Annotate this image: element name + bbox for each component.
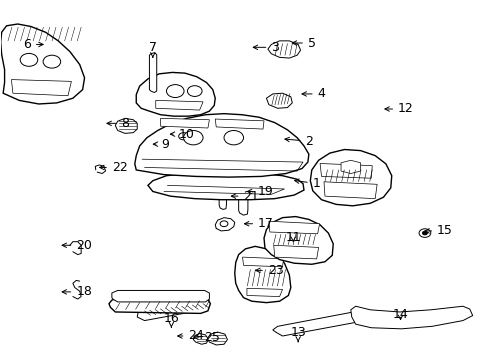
Text: 21: 21 bbox=[231, 190, 259, 203]
Polygon shape bbox=[310, 149, 391, 206]
Polygon shape bbox=[115, 118, 137, 134]
Polygon shape bbox=[0, 24, 84, 104]
Polygon shape bbox=[324, 182, 376, 199]
Polygon shape bbox=[215, 119, 264, 129]
Polygon shape bbox=[144, 296, 167, 306]
Polygon shape bbox=[11, 80, 71, 96]
Polygon shape bbox=[149, 53, 157, 93]
Polygon shape bbox=[109, 297, 210, 314]
Polygon shape bbox=[135, 114, 308, 177]
Text: 18: 18 bbox=[62, 285, 92, 298]
Polygon shape bbox=[112, 291, 209, 302]
Circle shape bbox=[224, 131, 243, 145]
Polygon shape bbox=[137, 299, 210, 320]
Text: 3: 3 bbox=[253, 41, 279, 54]
Text: 1: 1 bbox=[294, 177, 320, 190]
Circle shape bbox=[220, 221, 227, 226]
Text: 8: 8 bbox=[107, 117, 129, 130]
Polygon shape bbox=[340, 160, 360, 174]
Text: 7: 7 bbox=[148, 41, 157, 57]
Polygon shape bbox=[160, 118, 209, 128]
Text: 14: 14 bbox=[392, 308, 407, 321]
Polygon shape bbox=[234, 246, 290, 303]
Text: 16: 16 bbox=[163, 311, 179, 327]
Polygon shape bbox=[154, 139, 173, 149]
Polygon shape bbox=[148, 173, 304, 200]
Text: 22: 22 bbox=[100, 161, 127, 174]
Circle shape bbox=[187, 86, 202, 96]
Polygon shape bbox=[193, 333, 208, 344]
Polygon shape bbox=[272, 311, 369, 336]
Circle shape bbox=[418, 229, 430, 237]
Polygon shape bbox=[350, 306, 472, 329]
Text: 9: 9 bbox=[153, 138, 169, 150]
Text: 13: 13 bbox=[290, 326, 305, 342]
Polygon shape bbox=[156, 100, 203, 110]
Polygon shape bbox=[266, 93, 292, 108]
Text: 12: 12 bbox=[384, 103, 413, 116]
Text: 17: 17 bbox=[244, 217, 273, 230]
Polygon shape bbox=[320, 163, 371, 178]
Circle shape bbox=[43, 55, 61, 68]
Text: 6: 6 bbox=[23, 38, 43, 51]
Circle shape bbox=[166, 85, 183, 98]
Text: 20: 20 bbox=[62, 239, 92, 252]
Text: 25: 25 bbox=[193, 330, 220, 343]
Polygon shape bbox=[264, 217, 332, 264]
Polygon shape bbox=[219, 174, 226, 210]
Text: 15: 15 bbox=[424, 224, 452, 238]
Text: 10: 10 bbox=[170, 127, 194, 141]
Polygon shape bbox=[268, 221, 319, 234]
Circle shape bbox=[20, 53, 38, 66]
Polygon shape bbox=[267, 41, 300, 58]
Polygon shape bbox=[242, 257, 283, 267]
Polygon shape bbox=[238, 177, 247, 215]
Text: 11: 11 bbox=[285, 231, 301, 244]
Circle shape bbox=[183, 131, 203, 145]
Polygon shape bbox=[273, 245, 318, 259]
Circle shape bbox=[178, 133, 188, 140]
Polygon shape bbox=[207, 332, 227, 345]
Circle shape bbox=[422, 231, 427, 235]
Text: 2: 2 bbox=[285, 135, 313, 148]
Text: 5: 5 bbox=[292, 36, 315, 50]
Polygon shape bbox=[246, 288, 282, 297]
Text: 23: 23 bbox=[255, 264, 283, 277]
Text: 24: 24 bbox=[177, 329, 204, 342]
Text: 19: 19 bbox=[247, 185, 273, 198]
Text: 4: 4 bbox=[302, 87, 325, 100]
Polygon shape bbox=[136, 72, 215, 116]
